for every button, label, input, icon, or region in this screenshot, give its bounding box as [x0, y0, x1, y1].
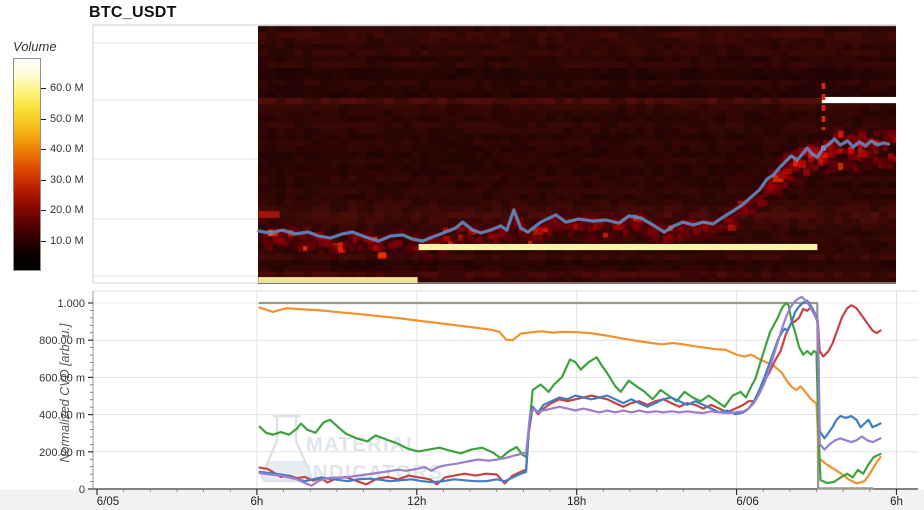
left-edge-red-strip [258, 211, 280, 218]
y-tick-label: 800.00 m [39, 335, 85, 347]
x-axis-label-strip [0, 490, 924, 510]
high-volume-yellow-band [418, 243, 818, 251]
price-line-layer [256, 137, 891, 243]
cvd-series-green [258, 301, 882, 485]
price-heatmap-plot-area[interactable] [93, 25, 896, 283]
colorbar-tick-label: 10.0 M [50, 234, 84, 247]
colorbar-tick-mark [41, 240, 46, 242]
y-tick-label: 1.000 [57, 298, 85, 310]
cvd-y-axis-title: Normalized CVD [arb. u.] [58, 323, 72, 462]
cvd-series-layer [258, 295, 882, 490]
max-volume-white-band [821, 96, 924, 104]
colorbar-tick-mark [41, 149, 46, 151]
colorbar-tick-label: 20.0 M [50, 204, 84, 217]
x-tick-label: 6/06 [736, 496, 758, 508]
x-tick-label: 18h [567, 496, 586, 508]
y-tick-label: 200.00 m [39, 447, 85, 459]
colorbar-tick-label: 60.0 M [50, 82, 84, 95]
x-tick-label: 6h [251, 496, 264, 508]
cvd-series-purple [258, 295, 882, 487]
x-tick-label: 6/05 [97, 496, 119, 508]
colorbar-label: Volume [13, 39, 57, 54]
page-title: BTC_USDT [89, 4, 177, 21]
volume-colorbar [13, 58, 41, 271]
y-tick-label: 0 [79, 484, 85, 496]
tick-labels-layer: 1.000 800.00 m 600.00 m 400.00 m 200.00 m 0 6/… [39, 298, 903, 508]
x-tick-label: 12h [407, 496, 426, 508]
volume-heatmap-surface[interactable] [258, 25, 896, 284]
cvd-plot-area[interactable] [93, 291, 918, 489]
bottom-left-yellow-band [258, 277, 418, 283]
colorbar-tick-label: 40.0 M [50, 143, 84, 156]
y-tick-label: 400.00 m [39, 410, 85, 422]
x-tick-label: 6h [890, 496, 903, 508]
colorbar-tick-mark [41, 210, 46, 212]
top-grid-layer [92, 24, 896, 284]
price-line [257, 138, 890, 243]
axes-layer [88, 291, 918, 495]
colorbar-tick-mark [41, 179, 46, 181]
watermark-line1: MATERIAL [306, 434, 420, 456]
y-tick-label: 600.00 m [39, 372, 85, 384]
colorbar-tick-mark [41, 118, 46, 120]
flask-icon-outline [260, 417, 313, 483]
colorbar-tick-label: 30.0 M [50, 173, 84, 186]
colorbar-tick-mark [41, 88, 46, 90]
colorbar-tick-label: 50.0 M [50, 112, 84, 125]
